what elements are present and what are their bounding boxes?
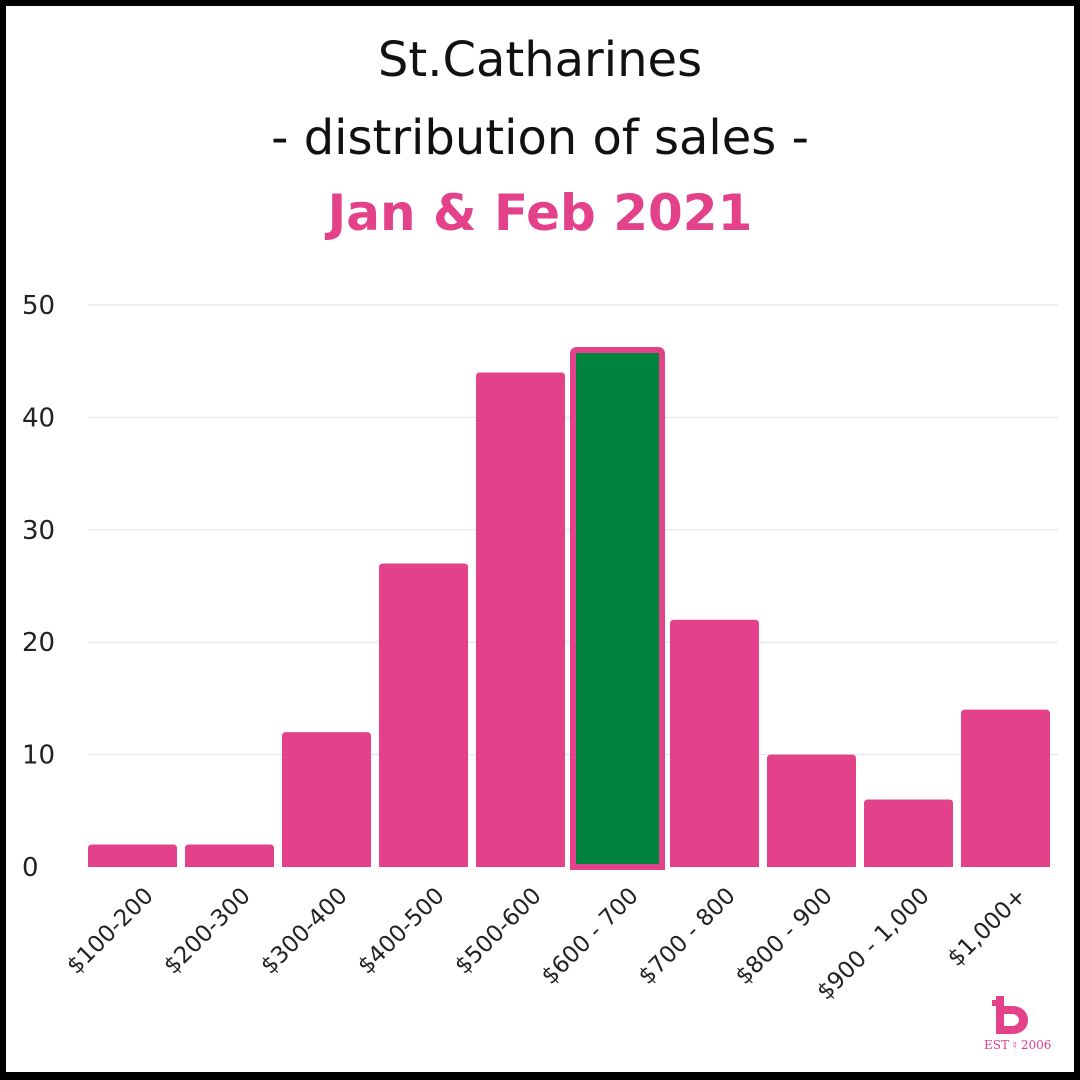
x-tick-label: $1,000+ [943, 883, 1032, 972]
bar [282, 732, 371, 867]
x-tick-label: $100-200 [62, 883, 159, 980]
x-axis-ticks: $100-200 $200-300 $300-400 $400-500 $500-600… [62, 883, 1032, 1006]
x-tick-label: $600 - 700 [537, 883, 644, 990]
chart-title-line-3: Jan & Feb 2021 [327, 184, 753, 242]
bar-highlighted [570, 346, 665, 870]
x-tick-label: $300-400 [256, 883, 353, 980]
x-tick-label: $700 - 800 [634, 883, 741, 990]
y-tick-label: 10 [22, 741, 55, 771]
y-axis-ticks: 0 10 20 30 40 50 [22, 291, 55, 883]
bars [88, 346, 1050, 870]
bar [670, 619, 759, 867]
b-logo-icon [992, 996, 1028, 1034]
bar [476, 372, 565, 867]
bar [767, 754, 856, 867]
y-tick-label: 20 [22, 628, 55, 658]
x-tick-label: $400-500 [353, 883, 450, 980]
logo-text: EST ♮ 2006 [984, 1038, 1052, 1052]
y-tick-label: 40 [22, 403, 55, 433]
y-tick-label: 50 [22, 291, 55, 321]
bar [961, 709, 1050, 867]
bar [864, 799, 953, 867]
chart-title-line-1: St.Catharines [377, 32, 703, 88]
x-tick-label: $800 - 900 [731, 883, 838, 990]
bar [379, 563, 468, 867]
bar [185, 844, 274, 867]
bar [88, 844, 177, 867]
x-tick-label: $500-600 [450, 883, 547, 980]
y-tick-label: 30 [22, 516, 55, 546]
chart-title-line-2: - distribution of sales - [271, 110, 809, 166]
y-tick-label: 0 [22, 853, 39, 883]
x-tick-label: $200-300 [159, 883, 256, 980]
